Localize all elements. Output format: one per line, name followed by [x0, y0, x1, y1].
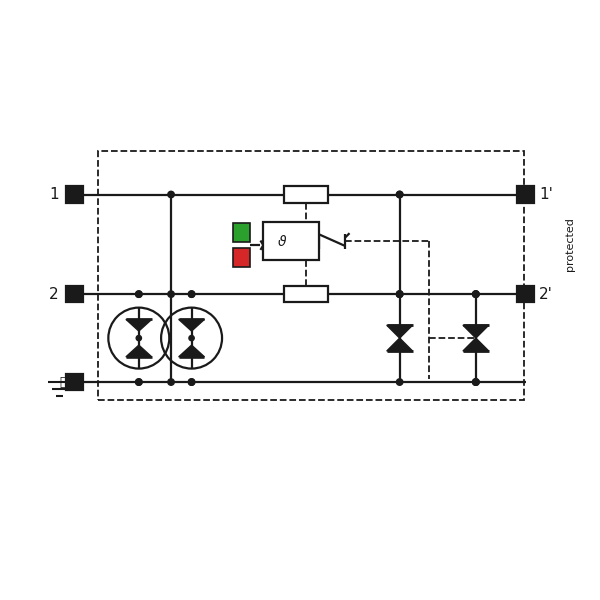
Polygon shape [126, 319, 152, 331]
Bar [517, 286, 534, 302]
Bar [98, 151, 524, 400]
Text: 2': 2' [539, 287, 553, 302]
Polygon shape [463, 338, 489, 351]
Circle shape [188, 291, 195, 298]
Circle shape [473, 291, 479, 298]
Text: protected: protected [565, 217, 575, 271]
Text: $\vartheta$: $\vartheta$ [277, 234, 287, 249]
Text: 2: 2 [49, 287, 59, 302]
Circle shape [188, 379, 195, 385]
Circle shape [188, 379, 195, 385]
Text: 1': 1' [539, 187, 553, 202]
Circle shape [473, 379, 479, 385]
Circle shape [397, 379, 403, 385]
Bar [517, 186, 534, 203]
Bar [284, 186, 328, 203]
Circle shape [397, 191, 403, 198]
Circle shape [473, 379, 479, 385]
Bar [66, 374, 83, 390]
Polygon shape [126, 345, 152, 357]
Circle shape [397, 191, 403, 198]
Bar [66, 286, 83, 302]
Polygon shape [463, 325, 489, 338]
Text: 1: 1 [49, 187, 59, 202]
Polygon shape [387, 325, 413, 338]
Circle shape [136, 379, 142, 385]
Circle shape [473, 291, 479, 298]
Polygon shape [179, 345, 205, 357]
Circle shape [136, 291, 142, 298]
Bar [66, 186, 83, 203]
Circle shape [168, 379, 174, 385]
Circle shape [397, 291, 403, 298]
Circle shape [189, 335, 194, 341]
Circle shape [136, 335, 142, 341]
Circle shape [397, 291, 403, 298]
Bar [284, 286, 328, 302]
Polygon shape [387, 338, 413, 351]
Bar [233, 248, 250, 268]
Polygon shape [179, 319, 205, 331]
Text: ⏚: ⏚ [59, 376, 67, 389]
Circle shape [136, 379, 142, 385]
Circle shape [168, 291, 174, 298]
Circle shape [473, 379, 479, 385]
Bar [233, 223, 250, 242]
Circle shape [473, 291, 479, 298]
Circle shape [188, 291, 195, 298]
Bar [263, 223, 319, 260]
Circle shape [397, 291, 403, 298]
Circle shape [136, 291, 142, 298]
Circle shape [168, 191, 174, 198]
